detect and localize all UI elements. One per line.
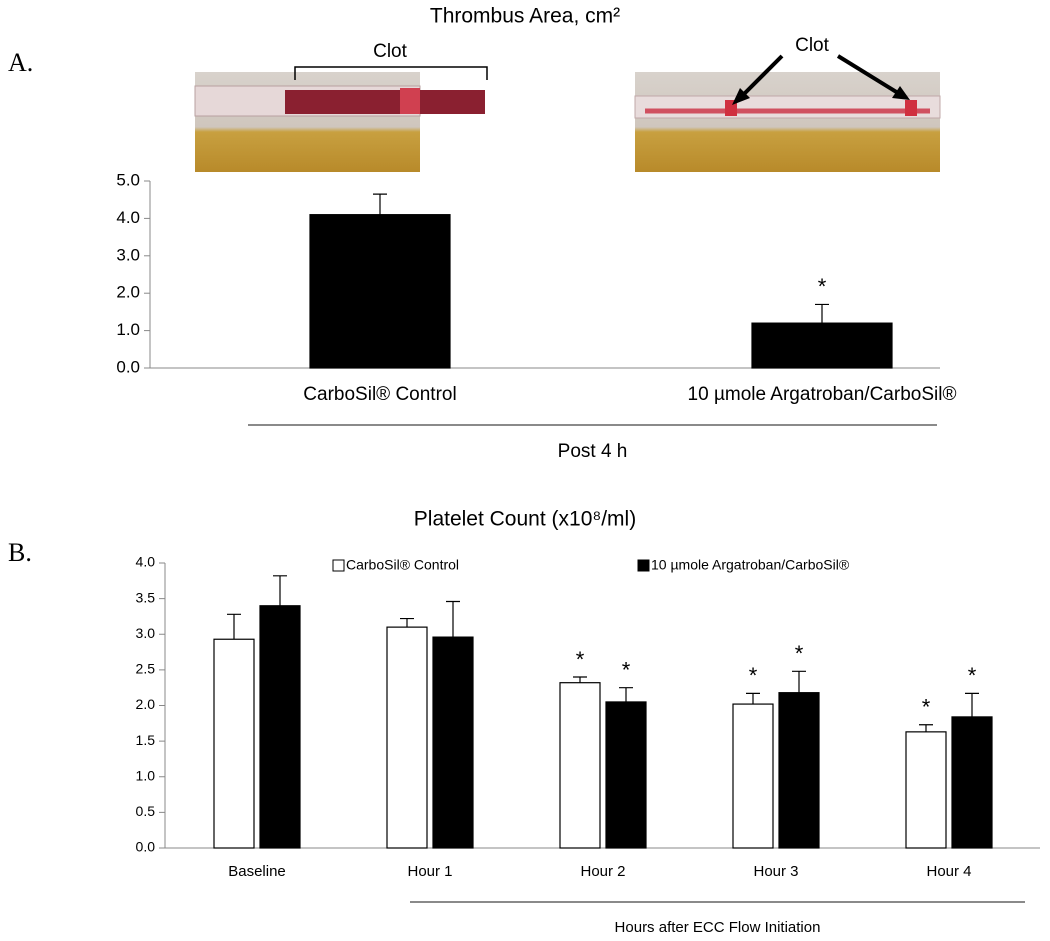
significance-mark: *: [968, 663, 977, 688]
y-tick-label: 3.0: [136, 625, 156, 641]
significance-mark: *: [749, 663, 758, 688]
bar: [432, 636, 474, 849]
error-bar: [919, 724, 933, 732]
photo-right: [634, 72, 941, 172]
chart-title: Platelet Count (x10⁸/ml): [414, 508, 636, 531]
bar: [386, 626, 428, 849]
error-bar: [373, 193, 387, 215]
bar: [259, 605, 301, 849]
y-tick-label: 3.5: [136, 589, 156, 605]
y-tick-label: 2.0: [116, 283, 140, 302]
x-tick-label: Hour 2: [580, 863, 625, 880]
bar: [559, 682, 601, 849]
bar: [309, 214, 451, 369]
legend-swatch: [637, 559, 650, 572]
x-tick-label: Hour 3: [753, 863, 798, 880]
y-tick-label: 2.0: [136, 696, 156, 712]
x-tick-label: Baseline: [228, 863, 286, 880]
bar: [778, 692, 820, 849]
legend-label: 10 µmole Argatroban/CarboSil®: [651, 557, 850, 573]
bar: [605, 701, 647, 849]
bar: [732, 703, 774, 849]
arrows: [732, 54, 910, 105]
significance-mark: *: [795, 641, 804, 666]
bracket: [294, 66, 488, 80]
legend-swatch: [332, 559, 345, 572]
bar: [951, 716, 993, 849]
photo-left: [194, 72, 485, 172]
y-tick-label: 0.5: [136, 803, 156, 819]
y-tick-label: 4.0: [116, 208, 140, 227]
group-label: Hours after ECC Flow Initiation: [615, 919, 821, 936]
x-tick-label: Hour 1: [407, 863, 452, 880]
y-tick-label: 1.0: [136, 767, 156, 783]
chart-title: Thrombus Area, cm²: [430, 5, 620, 28]
bar: [213, 638, 255, 849]
annotation: Clot: [795, 35, 830, 56]
error-bar: [400, 617, 414, 628]
annotation: Clot: [373, 41, 408, 62]
error-bar: [619, 687, 633, 702]
significance-mark: *: [818, 274, 827, 299]
error-bar: [965, 692, 979, 717]
y-tick-label: 3.0: [116, 245, 140, 264]
error-bar: [792, 670, 806, 693]
y-tick-label: 0.0: [136, 839, 156, 855]
y-tick-label: 1.0: [116, 320, 140, 339]
panel-label: A.: [8, 48, 33, 77]
error-bar: [746, 692, 760, 705]
error-bar: [227, 613, 241, 640]
y-tick-label: 2.5: [136, 661, 156, 677]
y-tick-label: 0.0: [116, 357, 140, 376]
y-tick-label: 1.5: [136, 732, 156, 748]
significance-mark: *: [576, 647, 585, 672]
error-bar: [446, 600, 460, 638]
error-bar: [273, 575, 287, 606]
x-tick-label: CarboSil® Control: [303, 384, 456, 405]
panel-label: B.: [8, 538, 32, 567]
significance-mark: *: [622, 658, 631, 683]
legend-label: CarboSil® Control: [346, 557, 459, 573]
significance-mark: *: [922, 695, 931, 720]
bar: [751, 322, 893, 369]
group-label: Post 4 h: [558, 441, 628, 462]
error-bar: [815, 303, 829, 324]
x-tick-label: 10 µmole Argatroban/CarboSil®: [688, 384, 957, 405]
y-tick-label: 4.0: [136, 554, 156, 570]
y-tick-label: 5.0: [116, 170, 140, 189]
x-tick-label: Hour 4: [926, 863, 971, 880]
bar: [905, 731, 947, 849]
error-bar: [573, 676, 587, 683]
